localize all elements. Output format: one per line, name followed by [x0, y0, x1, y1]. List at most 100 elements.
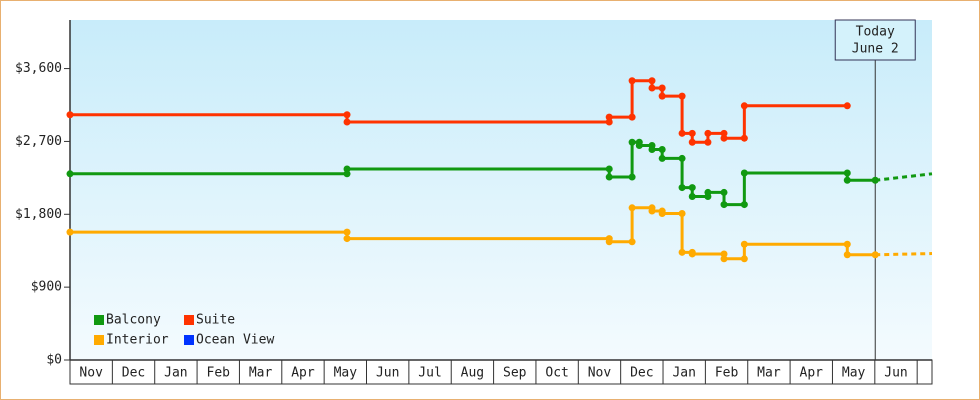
legend-swatch	[94, 315, 104, 325]
x-tick-label: Dec	[122, 366, 145, 381]
corner-marker	[843, 169, 851, 177]
point-marker	[843, 251, 851, 259]
point-marker	[740, 240, 748, 248]
point-marker	[678, 248, 686, 256]
today-label: June 2	[852, 42, 899, 57]
point-marker	[678, 129, 686, 137]
y-tick-label: $0	[46, 353, 62, 368]
point-marker	[843, 102, 851, 110]
x-tick-label: Oct	[545, 366, 568, 381]
point-marker	[704, 129, 712, 137]
corner-marker	[720, 188, 728, 196]
legend-label: Balcony	[106, 313, 161, 328]
corner-marker	[628, 238, 636, 246]
corner-marker	[658, 146, 666, 154]
point-marker	[66, 111, 74, 119]
corner-marker	[704, 138, 712, 146]
corner-marker	[678, 209, 686, 217]
point-marker	[740, 169, 748, 177]
x-tick-label: Jun	[376, 366, 399, 381]
point-marker	[720, 201, 728, 209]
corner-marker	[740, 201, 748, 209]
x-axis-band	[69, 359, 933, 385]
corner-marker	[605, 118, 613, 126]
y-tick-label: $3,600	[15, 61, 62, 76]
x-tick-label: Sep	[503, 366, 527, 381]
point-marker	[66, 170, 74, 178]
x-tick-label: Apr	[800, 366, 824, 381]
point-marker	[658, 209, 666, 217]
point-marker	[720, 255, 728, 263]
legend-swatch	[184, 315, 194, 325]
corner-marker	[688, 184, 696, 192]
x-tick-label: Aug	[461, 366, 484, 381]
corner-marker	[605, 165, 613, 173]
point-marker	[343, 165, 351, 173]
corner-marker	[720, 250, 728, 258]
point-marker	[628, 204, 636, 212]
point-marker	[843, 176, 851, 184]
forecast-line	[875, 252, 933, 257]
legend-label: Suite	[196, 313, 235, 328]
x-tick-label: Feb	[715, 366, 739, 381]
corner-marker	[343, 111, 351, 119]
point-marker	[688, 192, 696, 200]
point-marker	[628, 138, 636, 146]
corner-marker	[720, 129, 728, 137]
x-tick-label: Jul	[418, 366, 441, 381]
point-marker	[658, 154, 666, 162]
point-marker	[740, 102, 748, 110]
corner-marker	[658, 84, 666, 92]
point-marker	[688, 250, 696, 258]
point-marker	[648, 146, 656, 154]
x-tick-label: Apr	[291, 366, 315, 381]
point-marker	[605, 238, 613, 246]
legend-swatch	[94, 335, 104, 345]
plot-area	[70, 20, 932, 360]
x-tick-label: Mar	[757, 366, 781, 381]
x-tick-label: Jan	[164, 366, 187, 381]
x-tick-label: Mar	[249, 366, 273, 381]
y-tick-label: $900	[31, 280, 62, 295]
x-tick-label: Jan	[672, 366, 695, 381]
corner-marker	[740, 134, 748, 142]
corner-marker	[678, 154, 686, 162]
corner-marker	[688, 129, 696, 137]
point-marker	[66, 228, 74, 236]
legend-swatch	[184, 335, 194, 345]
point-marker	[605, 113, 613, 121]
corner-marker	[628, 173, 636, 181]
legend-label: Ocean View	[196, 333, 274, 348]
legend-label: Interior	[106, 333, 169, 348]
point-marker	[720, 134, 728, 142]
point-marker	[648, 207, 656, 215]
today-box	[834, 19, 916, 61]
y-tick-label: $2,700	[15, 134, 62, 149]
corner-marker	[843, 240, 851, 248]
x-tick-label: May	[334, 366, 358, 381]
corner-marker	[740, 255, 748, 263]
x-tick-label: Dec	[630, 366, 653, 381]
point-marker	[648, 84, 656, 92]
corner-marker	[678, 92, 686, 100]
point-marker	[688, 138, 696, 146]
x-tick-label: Nov	[79, 366, 103, 381]
chart-layer: Nov Dec Jan Feb Mar Apr May Jun Jul Aug Sep Oct Nov D…	[15, 19, 933, 385]
point-marker	[628, 77, 636, 85]
corner-marker	[343, 170, 351, 178]
forecast-line	[875, 172, 933, 182]
x-tick-label: Nov	[588, 366, 612, 381]
x-tick-label: Jun	[884, 366, 907, 381]
today-label: Today	[856, 25, 895, 40]
point-marker	[635, 141, 643, 149]
point-marker	[343, 118, 351, 126]
point-marker	[658, 92, 666, 100]
x-tick-label: May	[842, 366, 866, 381]
point-marker	[704, 188, 712, 196]
y-tick-label: $1,800	[15, 207, 62, 222]
corner-marker	[648, 77, 656, 85]
point-marker	[605, 173, 613, 181]
corner-marker	[343, 228, 351, 236]
x-tick-label: Feb	[207, 366, 231, 381]
